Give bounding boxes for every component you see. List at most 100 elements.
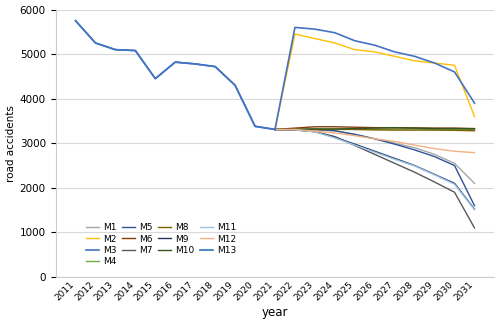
Legend: M1, M2, M3, M4, M5, M6, M7, M8, M9, M10, M11, M12, M13: M1, M2, M3, M4, M5, M6, M7, M8, M9, M10,… — [82, 220, 239, 270]
M12 — [272, 127, 278, 131]
M9 — [292, 128, 298, 132]
M2 — [452, 63, 458, 67]
M11 — [292, 128, 298, 132]
M8 — [392, 128, 398, 132]
M2 — [292, 32, 298, 36]
M13 — [112, 48, 118, 52]
M11 — [332, 136, 338, 140]
M13 — [192, 62, 198, 66]
M4 — [292, 127, 298, 131]
M2 — [272, 127, 278, 131]
M2 — [432, 61, 438, 65]
M11 — [312, 130, 318, 134]
M2 — [372, 50, 378, 54]
Line: M10: M10 — [275, 128, 474, 129]
M3 — [412, 54, 418, 58]
M7 — [312, 130, 318, 134]
M3 — [352, 39, 358, 43]
M8 — [472, 129, 478, 133]
M9 — [372, 149, 378, 153]
M5 — [372, 137, 378, 141]
M1 — [372, 137, 378, 141]
M5 — [332, 129, 338, 133]
M6 — [412, 126, 418, 130]
Line: M8: M8 — [275, 129, 474, 131]
M10 — [472, 127, 478, 131]
M5 — [472, 204, 478, 208]
M12 — [452, 149, 458, 153]
M2 — [392, 54, 398, 58]
M6 — [272, 127, 278, 131]
M7 — [432, 180, 438, 184]
M13 — [72, 19, 78, 23]
M3 — [452, 70, 458, 74]
M9 — [412, 163, 418, 167]
M7 — [372, 152, 378, 156]
Line: M7: M7 — [275, 129, 474, 228]
M11 — [412, 164, 418, 168]
M1 — [272, 127, 278, 131]
M3 — [332, 31, 338, 35]
M1 — [312, 128, 318, 132]
M13 — [92, 41, 98, 45]
M11 — [372, 150, 378, 154]
M7 — [292, 128, 298, 132]
Line: M2: M2 — [275, 34, 474, 129]
M9 — [312, 130, 318, 134]
Y-axis label: road accidents: road accidents — [6, 105, 16, 182]
M8 — [312, 127, 318, 131]
M2 — [472, 115, 478, 119]
M6 — [332, 125, 338, 129]
Line: M9: M9 — [275, 129, 474, 209]
M13 — [172, 60, 178, 64]
M9 — [472, 207, 478, 211]
M4 — [452, 127, 458, 131]
M9 — [432, 173, 438, 176]
M2 — [312, 37, 318, 41]
M1 — [432, 152, 438, 156]
M8 — [272, 127, 278, 131]
M5 — [272, 127, 278, 131]
M11 — [392, 157, 398, 161]
M3 — [292, 25, 298, 29]
M1 — [452, 162, 458, 165]
M7 — [392, 162, 398, 165]
M13 — [272, 127, 278, 131]
M13 — [212, 65, 218, 69]
M5 — [292, 127, 298, 131]
Line: M5: M5 — [275, 129, 474, 206]
M4 — [412, 127, 418, 131]
M1 — [352, 132, 358, 136]
M1 — [292, 127, 298, 131]
M10 — [312, 127, 318, 131]
M3 — [372, 43, 378, 47]
M9 — [272, 127, 278, 131]
M12 — [472, 151, 478, 155]
M7 — [472, 226, 478, 230]
M2 — [352, 48, 358, 52]
Line: M3: M3 — [275, 27, 474, 129]
M9 — [452, 181, 458, 185]
M7 — [272, 127, 278, 131]
M10 — [412, 126, 418, 130]
M3 — [312, 27, 318, 31]
M8 — [412, 128, 418, 132]
M11 — [352, 143, 358, 147]
M12 — [432, 147, 438, 150]
M11 — [452, 182, 458, 186]
M10 — [372, 126, 378, 130]
M8 — [432, 128, 438, 132]
M3 — [432, 61, 438, 65]
M1 — [412, 146, 418, 150]
M4 — [332, 127, 338, 131]
M6 — [372, 126, 378, 130]
M10 — [332, 127, 338, 131]
M5 — [312, 127, 318, 131]
M5 — [432, 155, 438, 159]
M8 — [292, 127, 298, 131]
M6 — [312, 125, 318, 129]
M12 — [412, 143, 418, 147]
M6 — [352, 125, 358, 129]
M3 — [392, 50, 398, 54]
M13 — [252, 124, 258, 128]
